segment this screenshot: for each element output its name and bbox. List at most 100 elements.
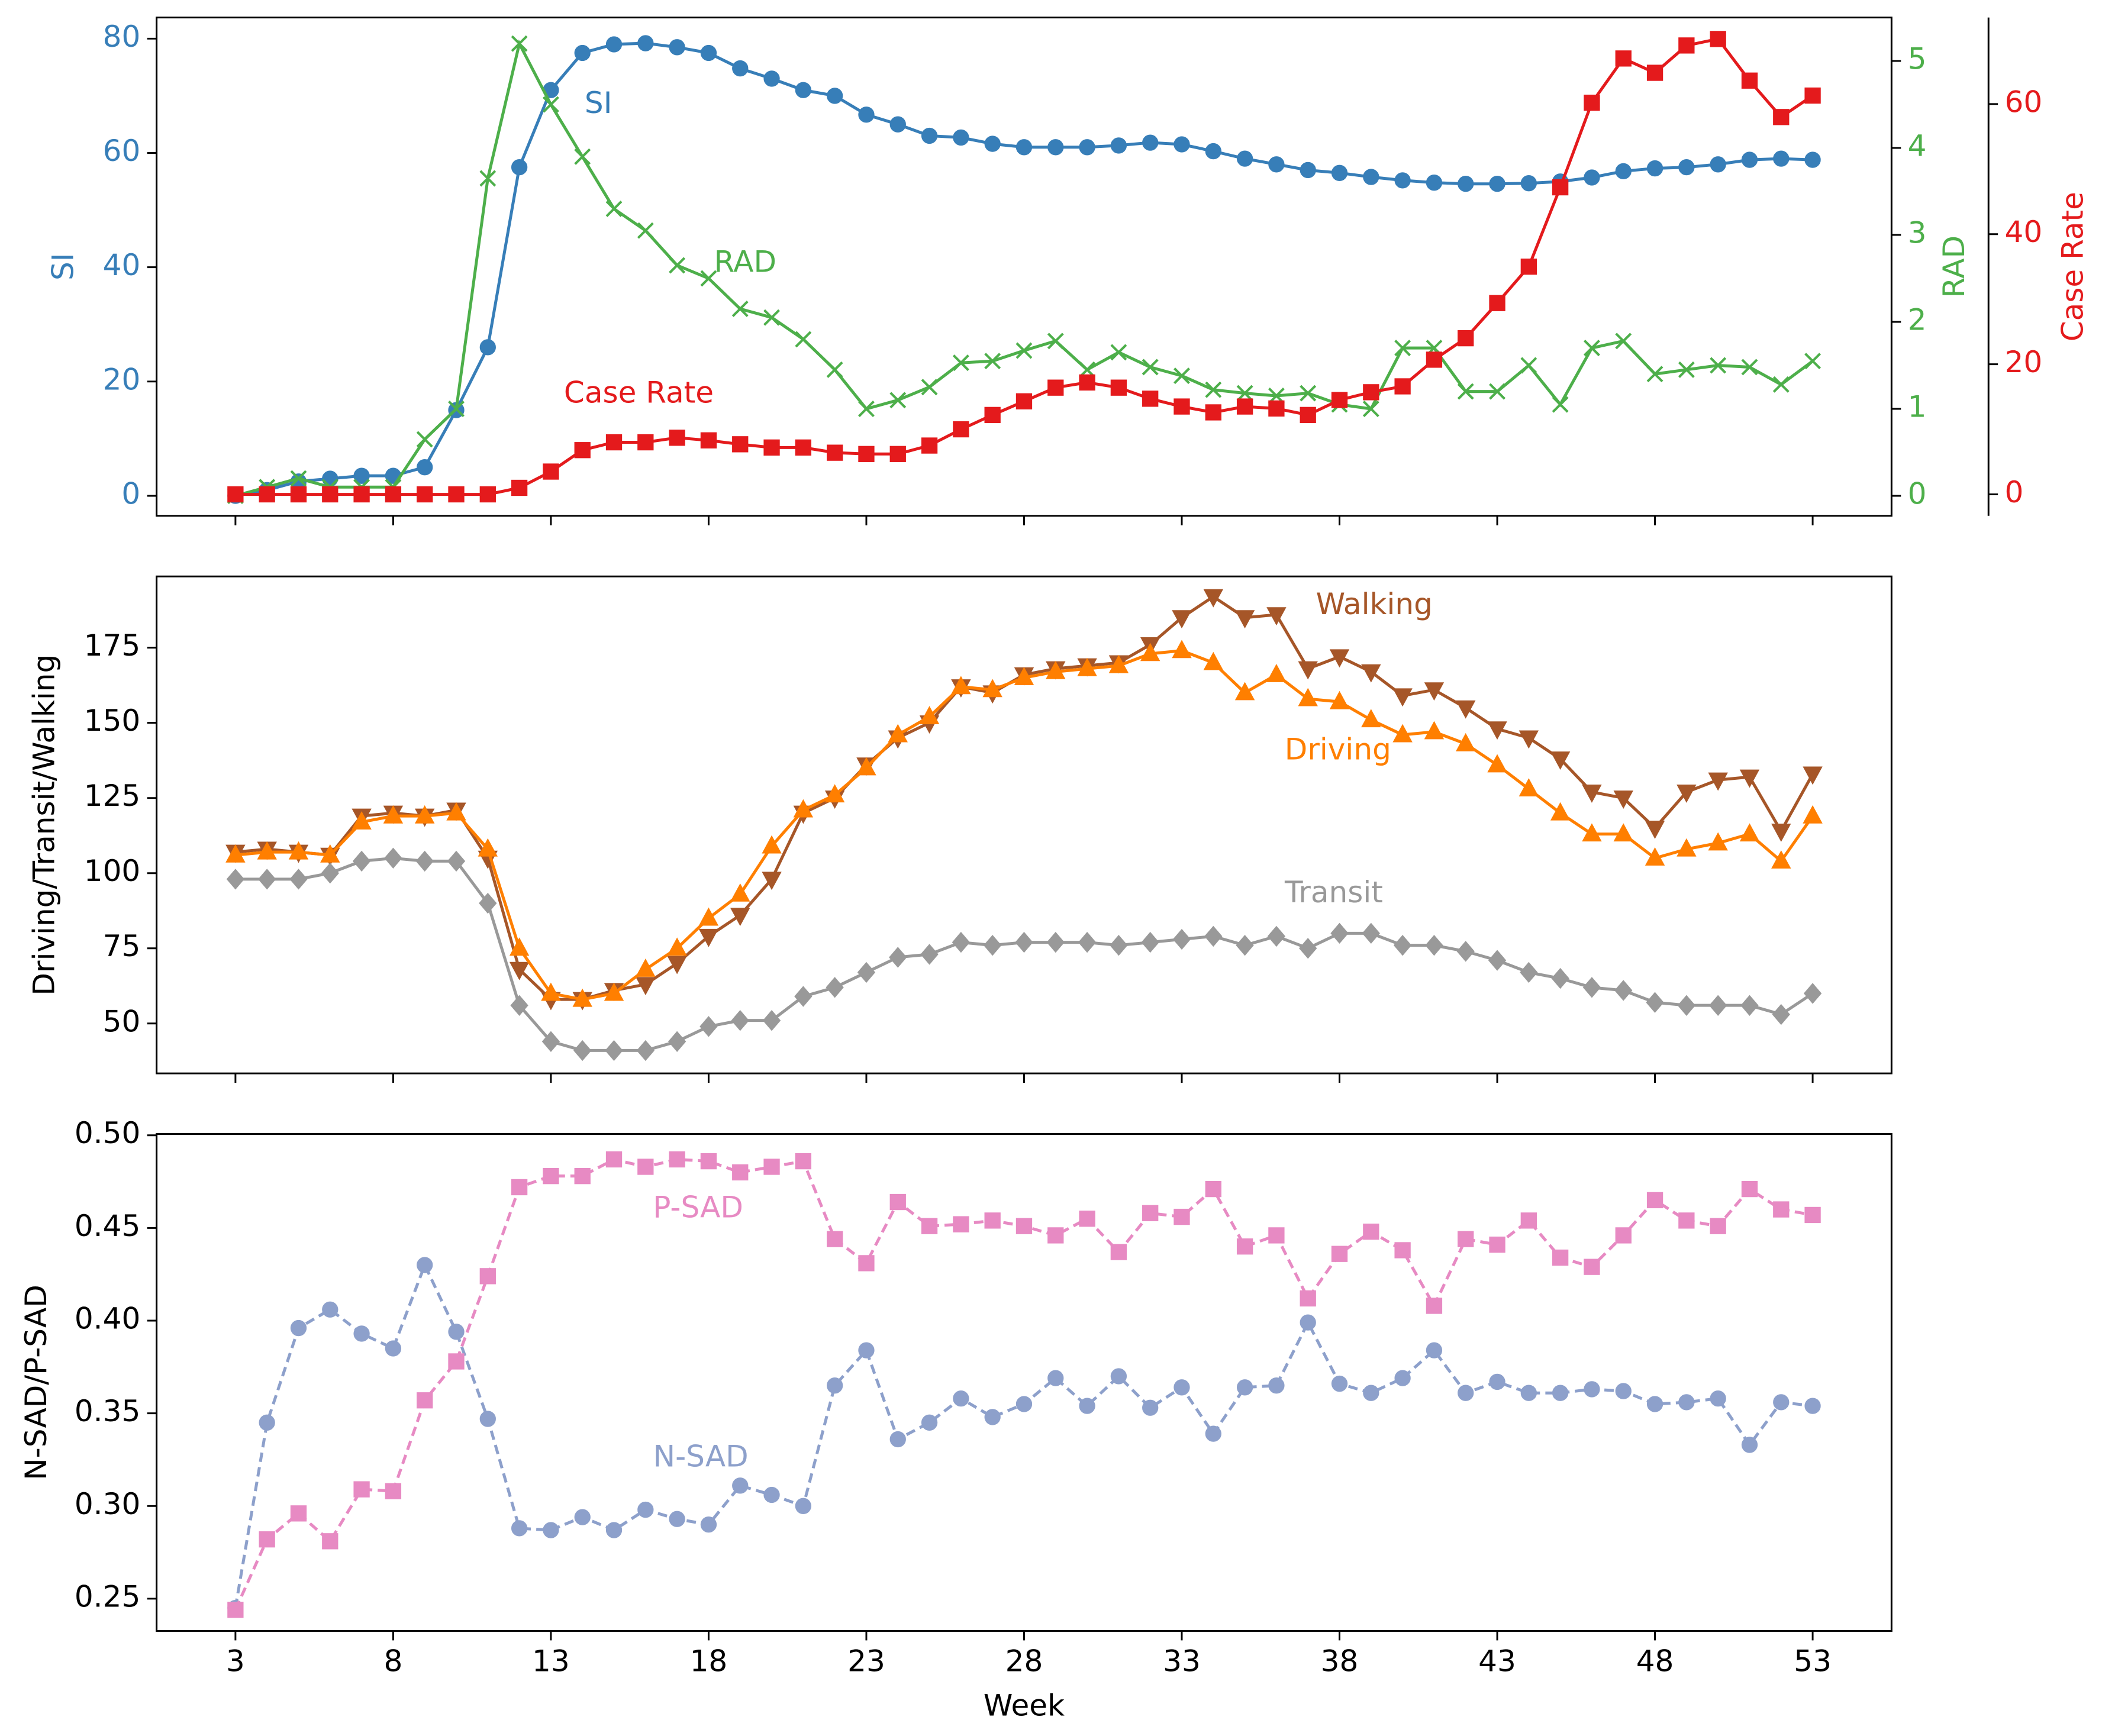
series-label: Walking: [1316, 587, 1433, 621]
marker: [1266, 607, 1287, 626]
marker: [479, 339, 496, 356]
marker: [417, 486, 433, 503]
marker: [448, 1324, 465, 1340]
marker: [259, 1531, 275, 1548]
x-axis-label: Week: [984, 1689, 1065, 1723]
marker: [1142, 134, 1159, 151]
marker: [1584, 169, 1600, 186]
marker: [574, 442, 591, 459]
marker: [700, 1153, 717, 1170]
marker: [1298, 688, 1318, 706]
marker: [1047, 139, 1064, 156]
marker: [1078, 931, 1097, 953]
marker: [1424, 721, 1445, 740]
marker: [1708, 832, 1728, 851]
marker: [1646, 160, 1663, 177]
marker: [1142, 359, 1159, 376]
marker: [1363, 1385, 1379, 1401]
marker: [636, 977, 656, 996]
marker: [1458, 330, 1474, 347]
marker: [417, 459, 433, 476]
marker: [605, 1040, 623, 1061]
marker: [1268, 400, 1285, 417]
series-label: N-SAD: [653, 1440, 749, 1474]
marker: [1803, 805, 1823, 824]
marker: [731, 1010, 749, 1031]
marker: [1204, 925, 1223, 947]
y-tick-label: 50: [103, 1004, 141, 1038]
marker: [1487, 754, 1507, 773]
marker: [1552, 179, 1569, 196]
marker: [700, 1516, 717, 1533]
marker: [1236, 385, 1253, 402]
marker: [1394, 1370, 1411, 1386]
x-tick-label: 28: [1005, 1644, 1043, 1679]
marker: [669, 430, 685, 446]
marker: [921, 1218, 938, 1234]
marker: [574, 44, 591, 62]
marker: [1458, 1385, 1474, 1401]
marker: [574, 1168, 591, 1185]
marker: [1015, 931, 1033, 953]
marker: [889, 1193, 906, 1211]
marker: [1804, 353, 1821, 370]
marker: [1079, 1398, 1095, 1414]
marker: [763, 309, 781, 326]
marker: [605, 200, 623, 217]
marker: [1741, 72, 1758, 89]
marker: [1015, 1218, 1033, 1234]
marker: [385, 1483, 402, 1499]
marker: [1741, 1180, 1758, 1198]
marker: [1489, 1236, 1505, 1253]
marker: [1708, 772, 1728, 791]
marker: [1172, 640, 1192, 659]
marker: [447, 850, 466, 872]
marker: [259, 486, 275, 503]
marker: [1646, 64, 1663, 81]
marker: [637, 1501, 654, 1518]
marker: [763, 70, 780, 87]
marker: [1552, 1249, 1569, 1266]
marker: [951, 676, 971, 695]
marker: [1584, 1381, 1600, 1398]
marker: [1615, 163, 1632, 180]
marker: [1203, 651, 1224, 670]
marker: [1329, 649, 1350, 668]
y-tick-label: 0.40: [75, 1302, 140, 1336]
marker: [1110, 1244, 1127, 1260]
y-tick-label: 20: [103, 362, 141, 396]
x-tick-label: 8: [383, 1644, 402, 1679]
marker: [605, 1522, 623, 1538]
marker: [353, 1325, 370, 1342]
marker: [605, 434, 623, 451]
marker: [352, 811, 372, 830]
marker: [856, 757, 876, 776]
marker: [667, 937, 687, 956]
marker: [984, 353, 1001, 370]
marker: [953, 129, 969, 146]
marker: [700, 270, 717, 287]
marker: [353, 1481, 370, 1498]
marker: [921, 379, 938, 396]
marker: [984, 1212, 1001, 1229]
marker: [1614, 980, 1633, 1001]
marker: [290, 470, 307, 487]
marker: [826, 88, 843, 104]
marker: [889, 116, 906, 133]
marker: [479, 170, 497, 187]
marker: [1739, 769, 1760, 788]
marker: [1300, 385, 1317, 402]
marker: [1678, 1212, 1695, 1229]
marker: [511, 1179, 528, 1196]
marker: [1583, 340, 1600, 357]
marker: [1519, 778, 1539, 796]
marker: [732, 1164, 749, 1181]
marker: [1236, 150, 1253, 167]
marker: [795, 1498, 812, 1514]
marker: [1108, 654, 1129, 673]
marker: [1489, 383, 1505, 400]
marker: [1392, 688, 1413, 707]
marker: [511, 159, 528, 176]
marker: [541, 982, 561, 1001]
